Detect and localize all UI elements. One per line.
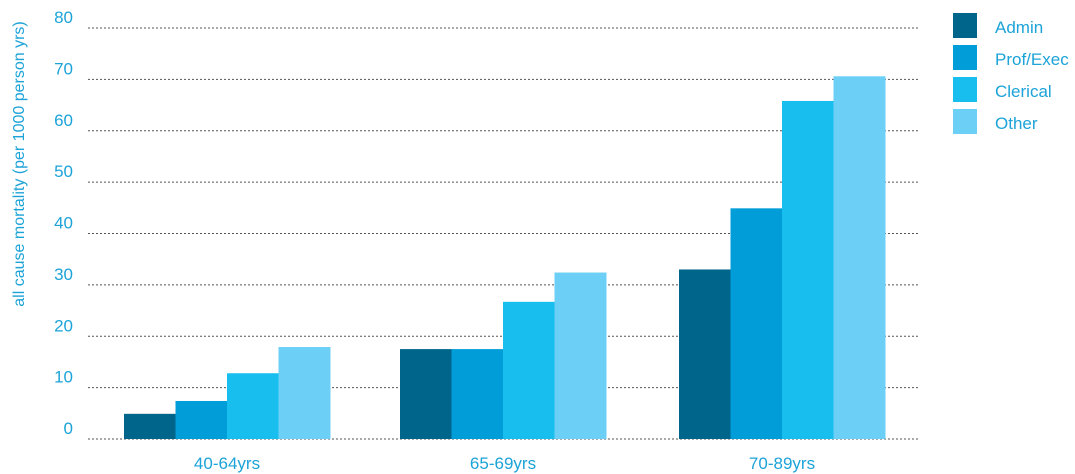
- bar-other-65-69yrs: [554, 272, 607, 439]
- x-tick-label: 40-64yrs: [194, 454, 260, 473]
- legend-label: Clerical: [995, 82, 1052, 101]
- bar-admin-70-89yrs: [679, 269, 731, 439]
- legend-swatch: [953, 109, 977, 134]
- legend-label: Other: [995, 114, 1038, 133]
- y-tick-label: 80: [54, 8, 73, 27]
- y-axis-ticks: 0 10 20 30 40 50 60 70 80: [54, 8, 73, 438]
- legend-swatch: [953, 13, 977, 38]
- y-tick-label: 30: [54, 265, 73, 284]
- y-tick-label: 0: [64, 419, 73, 438]
- legend-swatch: [953, 77, 977, 102]
- x-tick-label: 70-89yrs: [749, 454, 815, 473]
- bar-clerical-40-64yrs: [227, 373, 279, 439]
- y-tick-label: 70: [54, 59, 73, 78]
- bar-prof-exec-70-89yrs: [730, 208, 783, 439]
- bar-clerical-70-89yrs: [782, 100, 834, 439]
- bar-admin-65-69yrs: [400, 349, 452, 439]
- legend-label: Admin: [995, 18, 1043, 37]
- bars: [124, 76, 886, 439]
- legend-swatch: [953, 45, 977, 70]
- y-tick-label: 40: [54, 214, 73, 233]
- bar-clerical-65-69yrs: [503, 301, 555, 439]
- y-axis-label: all cause mortality (per 1000 person yrs…: [11, 21, 28, 306]
- bar-prof-exec-65-69yrs: [451, 349, 504, 439]
- y-tick-label: 20: [54, 316, 73, 335]
- legend: Admin Prof/Exec Clerical Other: [953, 13, 1069, 134]
- bar-other-70-89yrs: [833, 76, 886, 439]
- x-axis-ticks: 40-64yrs 65-69yrs 70-89yrs: [194, 454, 815, 473]
- bar-admin-40-64yrs: [124, 413, 176, 439]
- y-tick-label: 50: [54, 162, 73, 181]
- y-tick-label: 10: [54, 368, 73, 387]
- x-tick-label: 65-69yrs: [470, 454, 536, 473]
- bar-other-40-64yrs: [278, 347, 331, 439]
- bar-prof-exec-40-64yrs: [175, 400, 228, 439]
- legend-label: Prof/Exec: [995, 50, 1069, 69]
- y-tick-label: 60: [54, 111, 73, 130]
